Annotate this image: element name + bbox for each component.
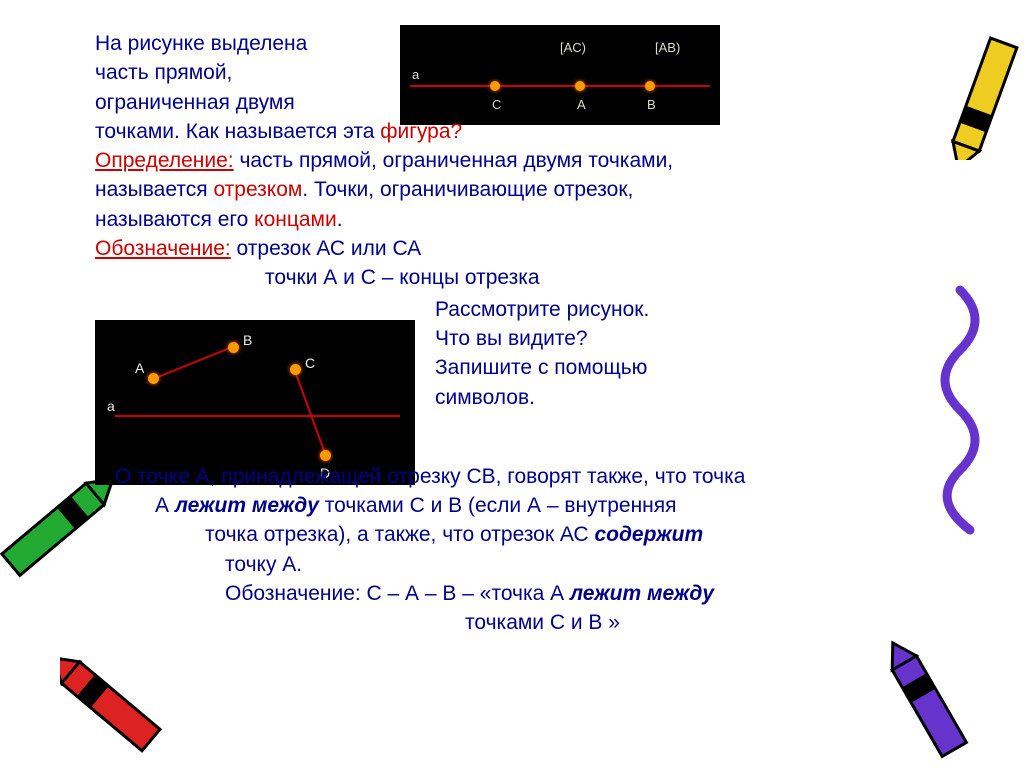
crayon-yellow-top (910, 0, 1024, 160)
notation: Обозначение: отрезок АС или СА (95, 235, 915, 262)
line-2: часть прямой, (95, 59, 915, 86)
line-4: точками. Как называется эта фигура? (95, 118, 915, 145)
squiggle-purple (940, 280, 1010, 540)
line-1: На рисунке выделена (95, 30, 915, 57)
definition: Определение: часть прямой, ограниченная … (95, 147, 915, 174)
crayon-red-bottom (60, 620, 200, 770)
line-3: ограниченная двумя (95, 89, 915, 116)
crayon-purple-bottom (870, 630, 1024, 770)
slide-text: На рисунке выделена часть прямой, ограни… (95, 30, 915, 639)
